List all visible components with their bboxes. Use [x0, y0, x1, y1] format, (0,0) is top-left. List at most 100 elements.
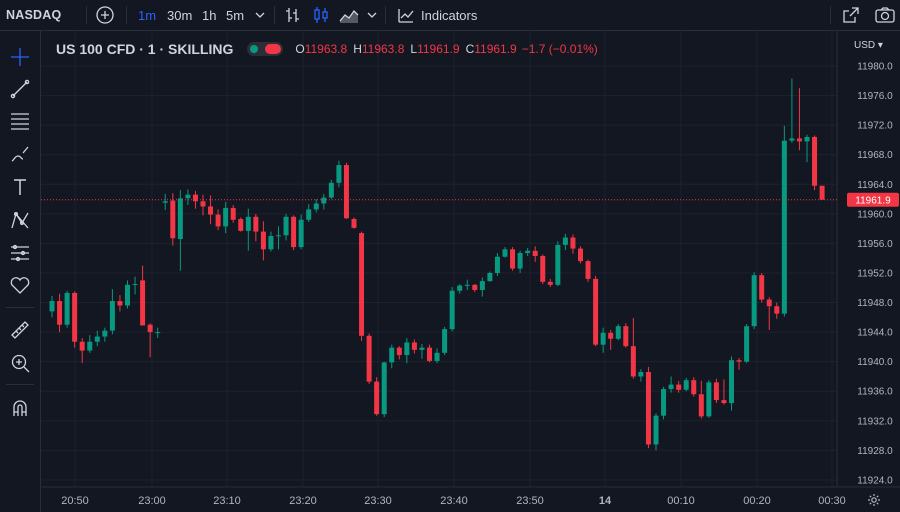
candle-body	[744, 326, 750, 362]
candle	[72, 291, 78, 348]
candle	[615, 323, 621, 341]
brush-icon[interactable]	[8, 142, 32, 166]
ruler-icon[interactable]	[8, 318, 32, 342]
candle	[374, 377, 380, 416]
candle-body	[683, 380, 689, 390]
candle-body	[245, 216, 251, 231]
last-price-tag: 11961.9	[847, 192, 899, 207]
price-tick-label: 11980.0	[857, 62, 893, 73]
trend-line-icon[interactable]	[8, 77, 32, 101]
candle-body	[87, 341, 93, 351]
indicators-icon	[396, 5, 416, 25]
heart-icon[interactable]	[8, 273, 32, 297]
candle-body	[404, 342, 410, 356]
add-symbol-icon[interactable]	[95, 0, 115, 30]
price-tick-label: 11940.0	[857, 357, 893, 368]
candle	[744, 323, 750, 364]
bar-style-icon[interactable]	[283, 0, 303, 30]
candle-body	[253, 216, 259, 232]
interval-1m-button[interactable]: 1m	[138, 7, 157, 23]
candle-body	[306, 209, 312, 220]
price-chart[interactable]: 11980.0 11976.0 11972.0 11968.0 11964.0 11960…	[41, 31, 900, 512]
interval-30m-button[interactable]: 30m	[167, 7, 193, 23]
candle-body	[359, 233, 365, 336]
candle	[502, 247, 508, 258]
candle	[351, 217, 357, 229]
candle-body	[102, 330, 108, 337]
candle-body	[630, 346, 636, 377]
zoom-in-icon[interactable]	[8, 351, 32, 375]
text-icon[interactable]	[8, 175, 32, 199]
candle-body	[796, 138, 802, 142]
candle	[464, 279, 470, 290]
time-tick-label: 14	[599, 495, 612, 507]
area-style-icon[interactable]	[338, 0, 360, 30]
time-tick-label: 23:00	[138, 495, 166, 507]
time-tick-label: 23:10	[213, 495, 241, 507]
candle	[321, 193, 327, 210]
indicators-button[interactable]: Indicators	[396, 0, 477, 30]
price-tick-label: 11956.0	[857, 239, 893, 250]
candle	[766, 297, 772, 330]
candle-body	[64, 292, 70, 325]
candle-body	[260, 231, 266, 250]
magnet-icon[interactable]	[8, 396, 32, 420]
symbol-search-button[interactable]: NASDAQ	[6, 8, 62, 22]
candle	[532, 246, 538, 262]
candle	[661, 386, 667, 420]
candle-body	[343, 165, 349, 219]
candle	[238, 217, 244, 232]
candle	[283, 213, 289, 241]
camera-icon[interactable]	[874, 0, 896, 30]
currency-selector[interactable]: USD ▾	[854, 40, 883, 51]
candle	[230, 204, 236, 223]
crosshair-icon[interactable]	[8, 45, 32, 69]
candle	[555, 241, 561, 287]
candle	[268, 231, 274, 252]
interval-5m-button[interactable]: 5m	[226, 7, 245, 23]
candle-style-icon[interactable]	[311, 0, 331, 30]
candle-body	[578, 248, 583, 262]
legend-toggle[interactable]	[247, 42, 284, 56]
candle	[343, 162, 349, 220]
high-value: 11963.8	[361, 42, 405, 56]
interval-1h-button[interactable]: 1h	[202, 7, 217, 23]
candle-body	[177, 198, 183, 239]
candle	[562, 233, 568, 251]
toolbar-divider	[6, 307, 34, 308]
candle-body	[125, 284, 130, 306]
candle	[125, 280, 130, 309]
candle	[49, 295, 55, 318]
candle-body	[449, 290, 455, 330]
price-axis[interactable]: 11980.0 11976.0 11972.0 11968.0 11964.0 11960…	[857, 62, 893, 487]
candle	[396, 346, 402, 360]
fib-lines-icon[interactable]	[8, 109, 32, 133]
chart-settings-icon[interactable]	[867, 493, 881, 507]
candle-body	[170, 200, 176, 239]
prediction-icon[interactable]	[8, 241, 32, 265]
pattern-icon[interactable]	[8, 208, 32, 232]
change-value: −1.7 (−0.01%)	[521, 42, 598, 56]
candle	[525, 247, 531, 256]
candle	[102, 327, 108, 342]
candle-body	[427, 347, 432, 361]
interval-dropdown-icon[interactable]	[254, 0, 266, 30]
toggle-dot-green	[250, 45, 259, 53]
candle	[457, 284, 463, 294]
snapshot-expand-icon[interactable]	[841, 0, 861, 30]
price-tick-label: 11948.0	[857, 298, 893, 309]
candle	[706, 380, 712, 418]
style-dropdown-icon[interactable]	[366, 0, 378, 30]
time-tick-label: 23:20	[289, 495, 317, 507]
legend-symbol-title[interactable]: US 100 CFD · 1 · SKILLING	[56, 41, 234, 57]
candle	[411, 339, 417, 354]
candle-body	[291, 216, 297, 248]
candle	[600, 327, 606, 353]
candle	[796, 88, 802, 151]
candle	[630, 318, 636, 379]
candle-body	[117, 301, 123, 306]
candle-body	[381, 362, 387, 415]
chart-grid	[41, 31, 837, 487]
time-axis[interactable]: 20:50 23:00 23:10 23:20 23:30 23:40 23:50 14 00:…	[61, 495, 846, 507]
candle	[291, 215, 297, 251]
